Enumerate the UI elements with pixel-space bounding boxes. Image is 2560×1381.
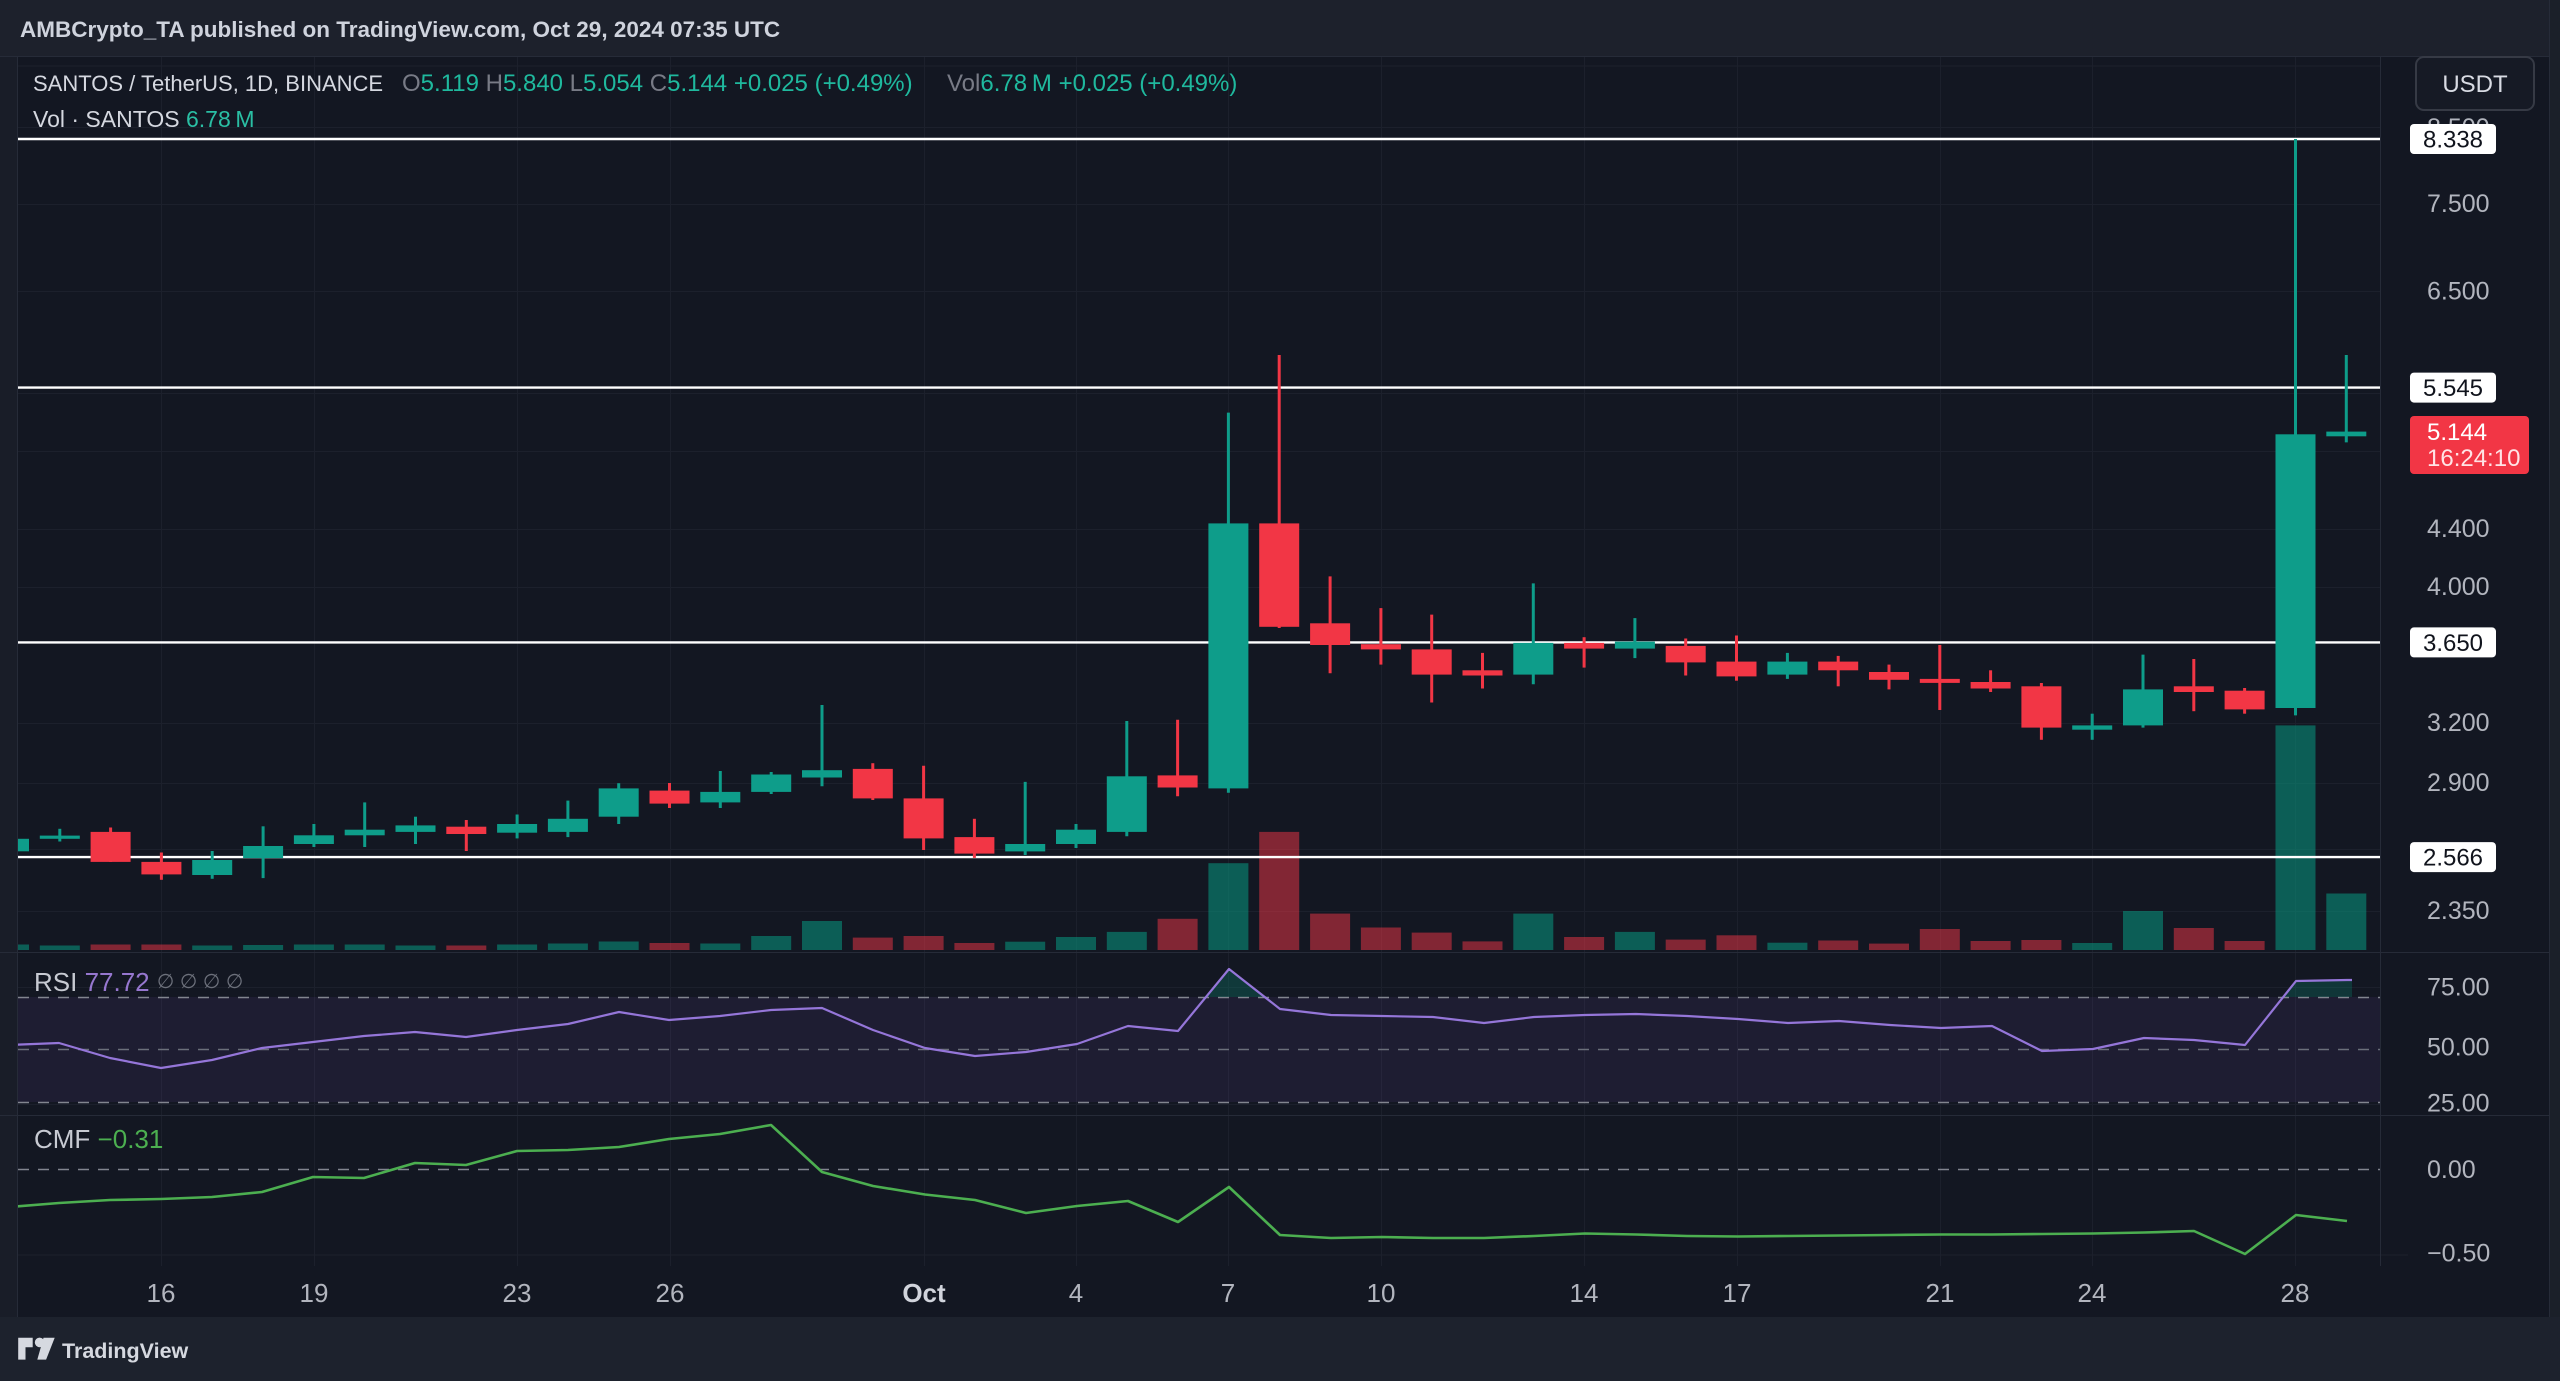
svg-text:10: 10 (1367, 1278, 1396, 1308)
svg-text:5.545: 5.545 (2423, 375, 2483, 402)
svg-text:14: 14 (1570, 1278, 1599, 1308)
svg-text:SANTOS / TetherUS, 1D, BINANCE: SANTOS / TetherUS, 1D, BINANCE (33, 71, 383, 96)
svg-text:3.200: 3.200 (2427, 709, 2490, 737)
svg-text:21: 21 (1926, 1278, 1955, 1308)
svg-text:4.000: 4.000 (2427, 573, 2490, 601)
svg-text:17: 17 (1723, 1278, 1752, 1308)
svg-text:50.00: 50.00 (2427, 1034, 2490, 1062)
svg-text:7: 7 (1221, 1278, 1235, 1308)
svg-text:−0.50: −0.50 (2427, 1240, 2490, 1268)
svg-text:4.400: 4.400 (2427, 515, 2490, 543)
svg-text:4: 4 (1069, 1278, 1083, 1308)
svg-text:O5.119 H5.840 L5.054 C5.144 +0: O5.119 H5.840 L5.054 C5.144 +0.025 (+0.4… (402, 70, 913, 97)
svg-text:0.00: 0.00 (2427, 1156, 2476, 1184)
svg-text:5.144: 5.144 (2427, 419, 2487, 446)
svg-text:23: 23 (503, 1278, 532, 1308)
svg-text:Vol · SANTOS 6.78 M: Vol · SANTOS 6.78 M (33, 106, 255, 132)
svg-text:CMF −0.31: CMF −0.31 (34, 1124, 163, 1154)
svg-text:24: 24 (2078, 1278, 2107, 1308)
svg-text:19: 19 (300, 1278, 329, 1308)
svg-text:2.350: 2.350 (2427, 897, 2490, 925)
svg-text:Vol6.78 M +0.025 (+0.49%): Vol6.78 M +0.025 (+0.49%) (947, 70, 1237, 97)
svg-text:2.566: 2.566 (2423, 845, 2483, 872)
svg-text:2.900: 2.900 (2427, 769, 2490, 797)
svg-text:28: 28 (2281, 1278, 2310, 1308)
svg-text:16: 16 (147, 1278, 176, 1308)
svg-text:7.500: 7.500 (2427, 190, 2490, 218)
svg-text:RSI 77.72 ∅ ∅ ∅ ∅: RSI 77.72 ∅ ∅ ∅ ∅ (34, 967, 243, 997)
svg-text:26: 26 (656, 1278, 685, 1308)
svg-text:6.500: 6.500 (2427, 277, 2490, 305)
svg-text:TradingView: TradingView (62, 1339, 189, 1363)
svg-text:75.00: 75.00 (2427, 974, 2490, 1002)
svg-text:AMBCrypto_TA published on Trad: AMBCrypto_TA published on TradingView.co… (20, 17, 780, 42)
svg-text:16:24:10: 16:24:10 (2427, 445, 2520, 472)
svg-text:USDT: USDT (2442, 71, 2508, 98)
svg-text:3.650: 3.650 (2423, 630, 2483, 657)
svg-text:25.00: 25.00 (2427, 1090, 2490, 1118)
svg-text:Oct: Oct (902, 1278, 946, 1308)
svg-text:8.338: 8.338 (2423, 127, 2483, 154)
